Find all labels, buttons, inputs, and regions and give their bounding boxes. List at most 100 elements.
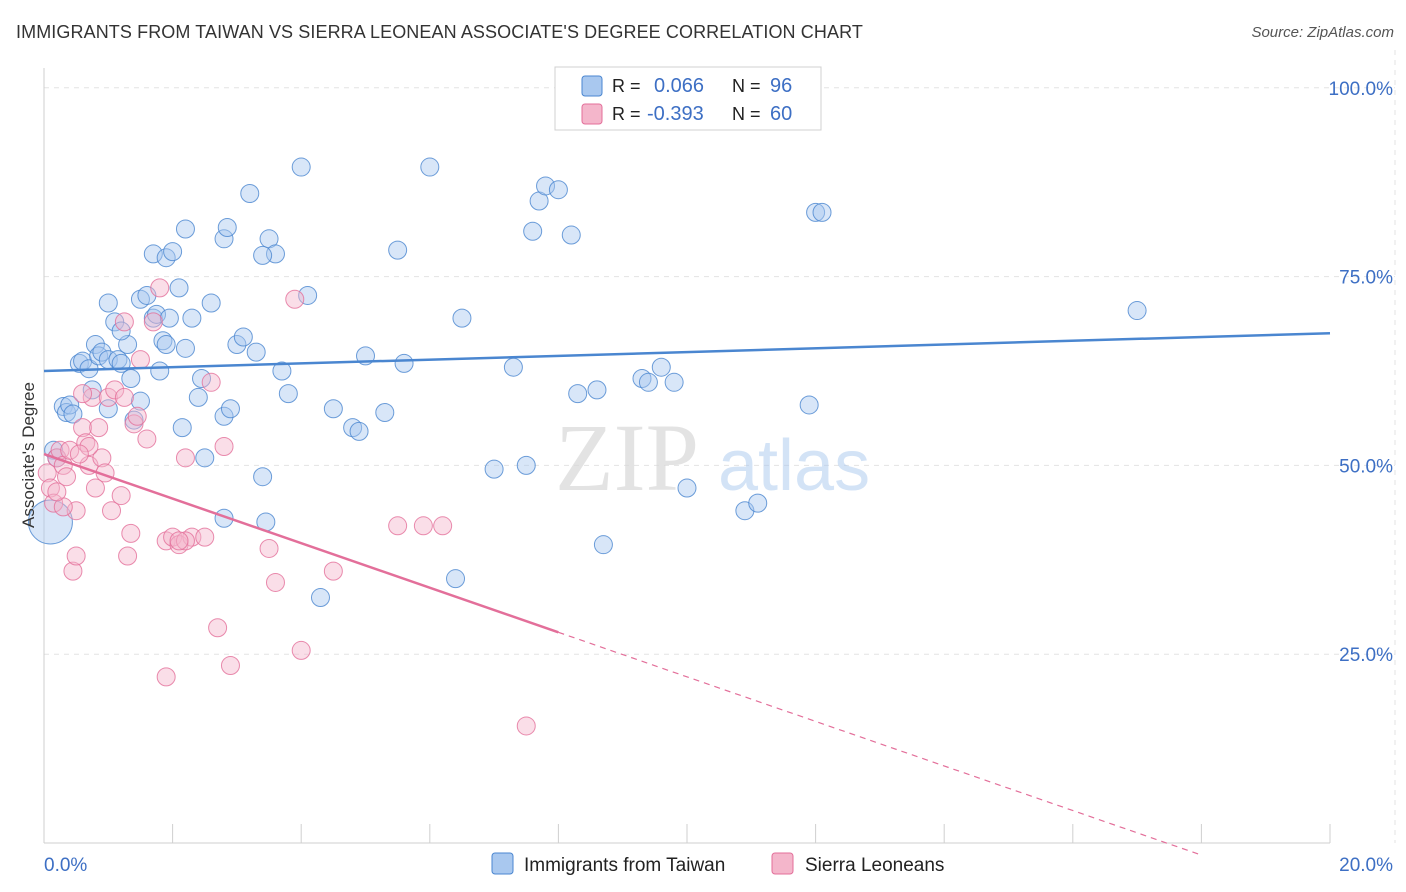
sierra-leonean-point xyxy=(175,448,195,468)
taiwan-point xyxy=(388,240,408,260)
x-tick-label: 20.0% xyxy=(1339,855,1393,876)
sierra-leonean-point xyxy=(323,561,343,581)
legend-r-value-2: -0.393 xyxy=(647,103,704,125)
axes xyxy=(43,68,1331,844)
taiwan-point xyxy=(503,357,523,377)
taiwan-point xyxy=(548,180,568,200)
taiwan-point xyxy=(98,399,118,419)
taiwan-point xyxy=(156,335,176,355)
taiwan-point xyxy=(201,293,221,313)
sierra-leonean-point xyxy=(208,618,228,638)
sierra-leonean-point xyxy=(89,418,109,438)
taiwan-point xyxy=(63,404,83,424)
bottom-legend-sierra: Sierra Leoneans xyxy=(805,855,944,876)
taiwan-point xyxy=(27,499,73,545)
sierra-leonean-point xyxy=(85,478,105,498)
taiwan-point xyxy=(159,308,179,328)
taiwan-point xyxy=(561,225,581,245)
y-axis-label: Associate's Degree xyxy=(19,382,38,528)
sierra-leonean-point xyxy=(63,561,83,581)
taiwan-point xyxy=(253,467,273,487)
series-sierra-leonean-points xyxy=(37,278,536,736)
taiwan-point xyxy=(175,338,195,358)
source-label: Source: ZipAtlas.com xyxy=(1251,24,1394,41)
taiwan-point xyxy=(484,459,504,479)
chart-title: IMMIGRANTS FROM TAIWAN VS SIERRA LEONEAN… xyxy=(16,22,863,42)
legend-r-label-1: R = xyxy=(612,76,641,96)
taiwan-point xyxy=(172,418,192,438)
sierra-leonean-point xyxy=(105,380,125,400)
taiwan-point xyxy=(182,308,202,328)
taiwan-point xyxy=(53,396,73,416)
taiwan-point xyxy=(568,384,588,404)
sierra-leonean-point xyxy=(124,414,144,434)
taiwan-point xyxy=(130,289,150,309)
taiwan-point xyxy=(220,399,240,419)
taiwan-point xyxy=(349,421,369,441)
sierra-leonean-point xyxy=(175,531,195,551)
taiwan-point xyxy=(420,157,440,177)
y-tick-label: 50.0% xyxy=(1339,456,1393,477)
taiwan-point xyxy=(217,217,237,237)
taiwan-point xyxy=(85,335,105,355)
trend-lines xyxy=(43,331,1331,855)
taiwan-point xyxy=(799,395,819,415)
taiwan-point xyxy=(233,327,253,347)
legend-n-value-1: 96 xyxy=(770,75,792,97)
sierra-leonean-point xyxy=(76,433,96,453)
sierra-leonean-point xyxy=(220,656,240,676)
taiwan-point xyxy=(394,353,414,373)
taiwan-point xyxy=(748,493,768,513)
sierra-leonean-point xyxy=(156,667,176,687)
grid-lines xyxy=(44,50,1396,843)
sierra-leonean-point xyxy=(259,538,279,558)
sierra-leonean-point xyxy=(433,516,453,536)
sierra-leonean-point xyxy=(127,406,147,426)
taiwan-point xyxy=(587,380,607,400)
taiwan-point xyxy=(812,202,832,222)
bottom-legend-swatch-sierra xyxy=(771,852,794,875)
taiwan-point xyxy=(147,304,167,324)
sierra-leonean-point xyxy=(388,516,408,536)
taiwan-point xyxy=(214,229,234,249)
sierra-leonean-point xyxy=(37,463,57,483)
y-tick-label: 100.0% xyxy=(1329,79,1394,100)
taiwan-point xyxy=(375,403,395,423)
taiwan-point xyxy=(523,221,543,241)
sierra-leonean-point xyxy=(291,640,311,660)
sierra-leonean-point xyxy=(79,437,99,456)
taiwan-point xyxy=(227,335,247,355)
taiwan-point xyxy=(632,369,652,389)
taiwan-point xyxy=(323,399,343,419)
sierra-leonean-point xyxy=(82,387,102,407)
taiwan-point xyxy=(82,380,102,400)
sierra-leonean-point xyxy=(114,312,134,332)
taiwan-point xyxy=(278,384,298,404)
taiwan-point xyxy=(446,569,466,589)
sierra-leonean-point xyxy=(265,572,285,592)
sierra-leonean-point xyxy=(60,440,80,460)
sierra-leonean-point xyxy=(114,387,134,407)
legend-n-value-2: 60 xyxy=(770,103,792,125)
legend-swatch-taiwan xyxy=(581,75,603,97)
taiwan-point xyxy=(240,183,260,203)
sierra-leonean-point xyxy=(73,418,93,438)
sierra-leonean-point xyxy=(44,493,64,513)
legend-n-label-2: N = xyxy=(732,104,761,124)
sierra-leonean-point xyxy=(214,437,234,456)
taiwan-point xyxy=(153,331,173,351)
taiwan-point xyxy=(89,346,109,366)
sierra-leonean-point xyxy=(516,716,536,736)
sierra-leonean-point xyxy=(111,486,131,506)
bottom-legend: Immigrants from Taiwan Sierra Leoneans xyxy=(491,852,944,876)
taiwan-point xyxy=(343,418,363,438)
sierra-leonean-point xyxy=(92,448,112,468)
taiwan-point xyxy=(246,342,266,362)
taiwan-point xyxy=(188,387,208,407)
sierra-leonean-point xyxy=(69,444,89,464)
sierra-leonean-point xyxy=(73,384,93,404)
sierra-leonean-point xyxy=(195,527,215,547)
watermark-atlas: atlas xyxy=(718,426,870,506)
taiwan-point xyxy=(291,157,311,177)
